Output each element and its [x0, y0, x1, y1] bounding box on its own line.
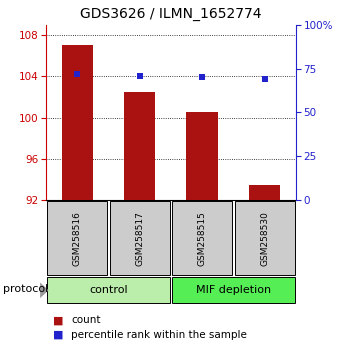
Text: GSM258530: GSM258530 — [260, 211, 269, 266]
Text: GSM258516: GSM258516 — [73, 211, 82, 266]
Bar — [62, 45, 93, 200]
Bar — [235, 201, 294, 275]
Text: protocol: protocol — [3, 284, 49, 293]
Bar — [109, 201, 170, 275]
Text: MIF depletion: MIF depletion — [196, 285, 271, 295]
Text: GSM258515: GSM258515 — [198, 211, 207, 266]
Bar — [47, 201, 107, 275]
Point — [199, 74, 205, 80]
Bar — [249, 184, 280, 200]
Bar — [124, 92, 155, 200]
Text: ■: ■ — [53, 315, 63, 325]
Bar — [186, 113, 218, 200]
Polygon shape — [40, 282, 49, 298]
Point — [74, 71, 80, 77]
Bar — [47, 277, 170, 303]
Point — [137, 73, 142, 79]
Text: GSM258517: GSM258517 — [135, 211, 144, 266]
Bar — [172, 277, 294, 303]
Title: GDS3626 / ILMN_1652774: GDS3626 / ILMN_1652774 — [80, 7, 261, 21]
Text: percentile rank within the sample: percentile rank within the sample — [71, 330, 247, 339]
Text: ■: ■ — [53, 330, 63, 339]
Text: count: count — [71, 315, 101, 325]
Bar — [172, 201, 232, 275]
Point — [262, 76, 267, 82]
Text: control: control — [89, 285, 128, 295]
